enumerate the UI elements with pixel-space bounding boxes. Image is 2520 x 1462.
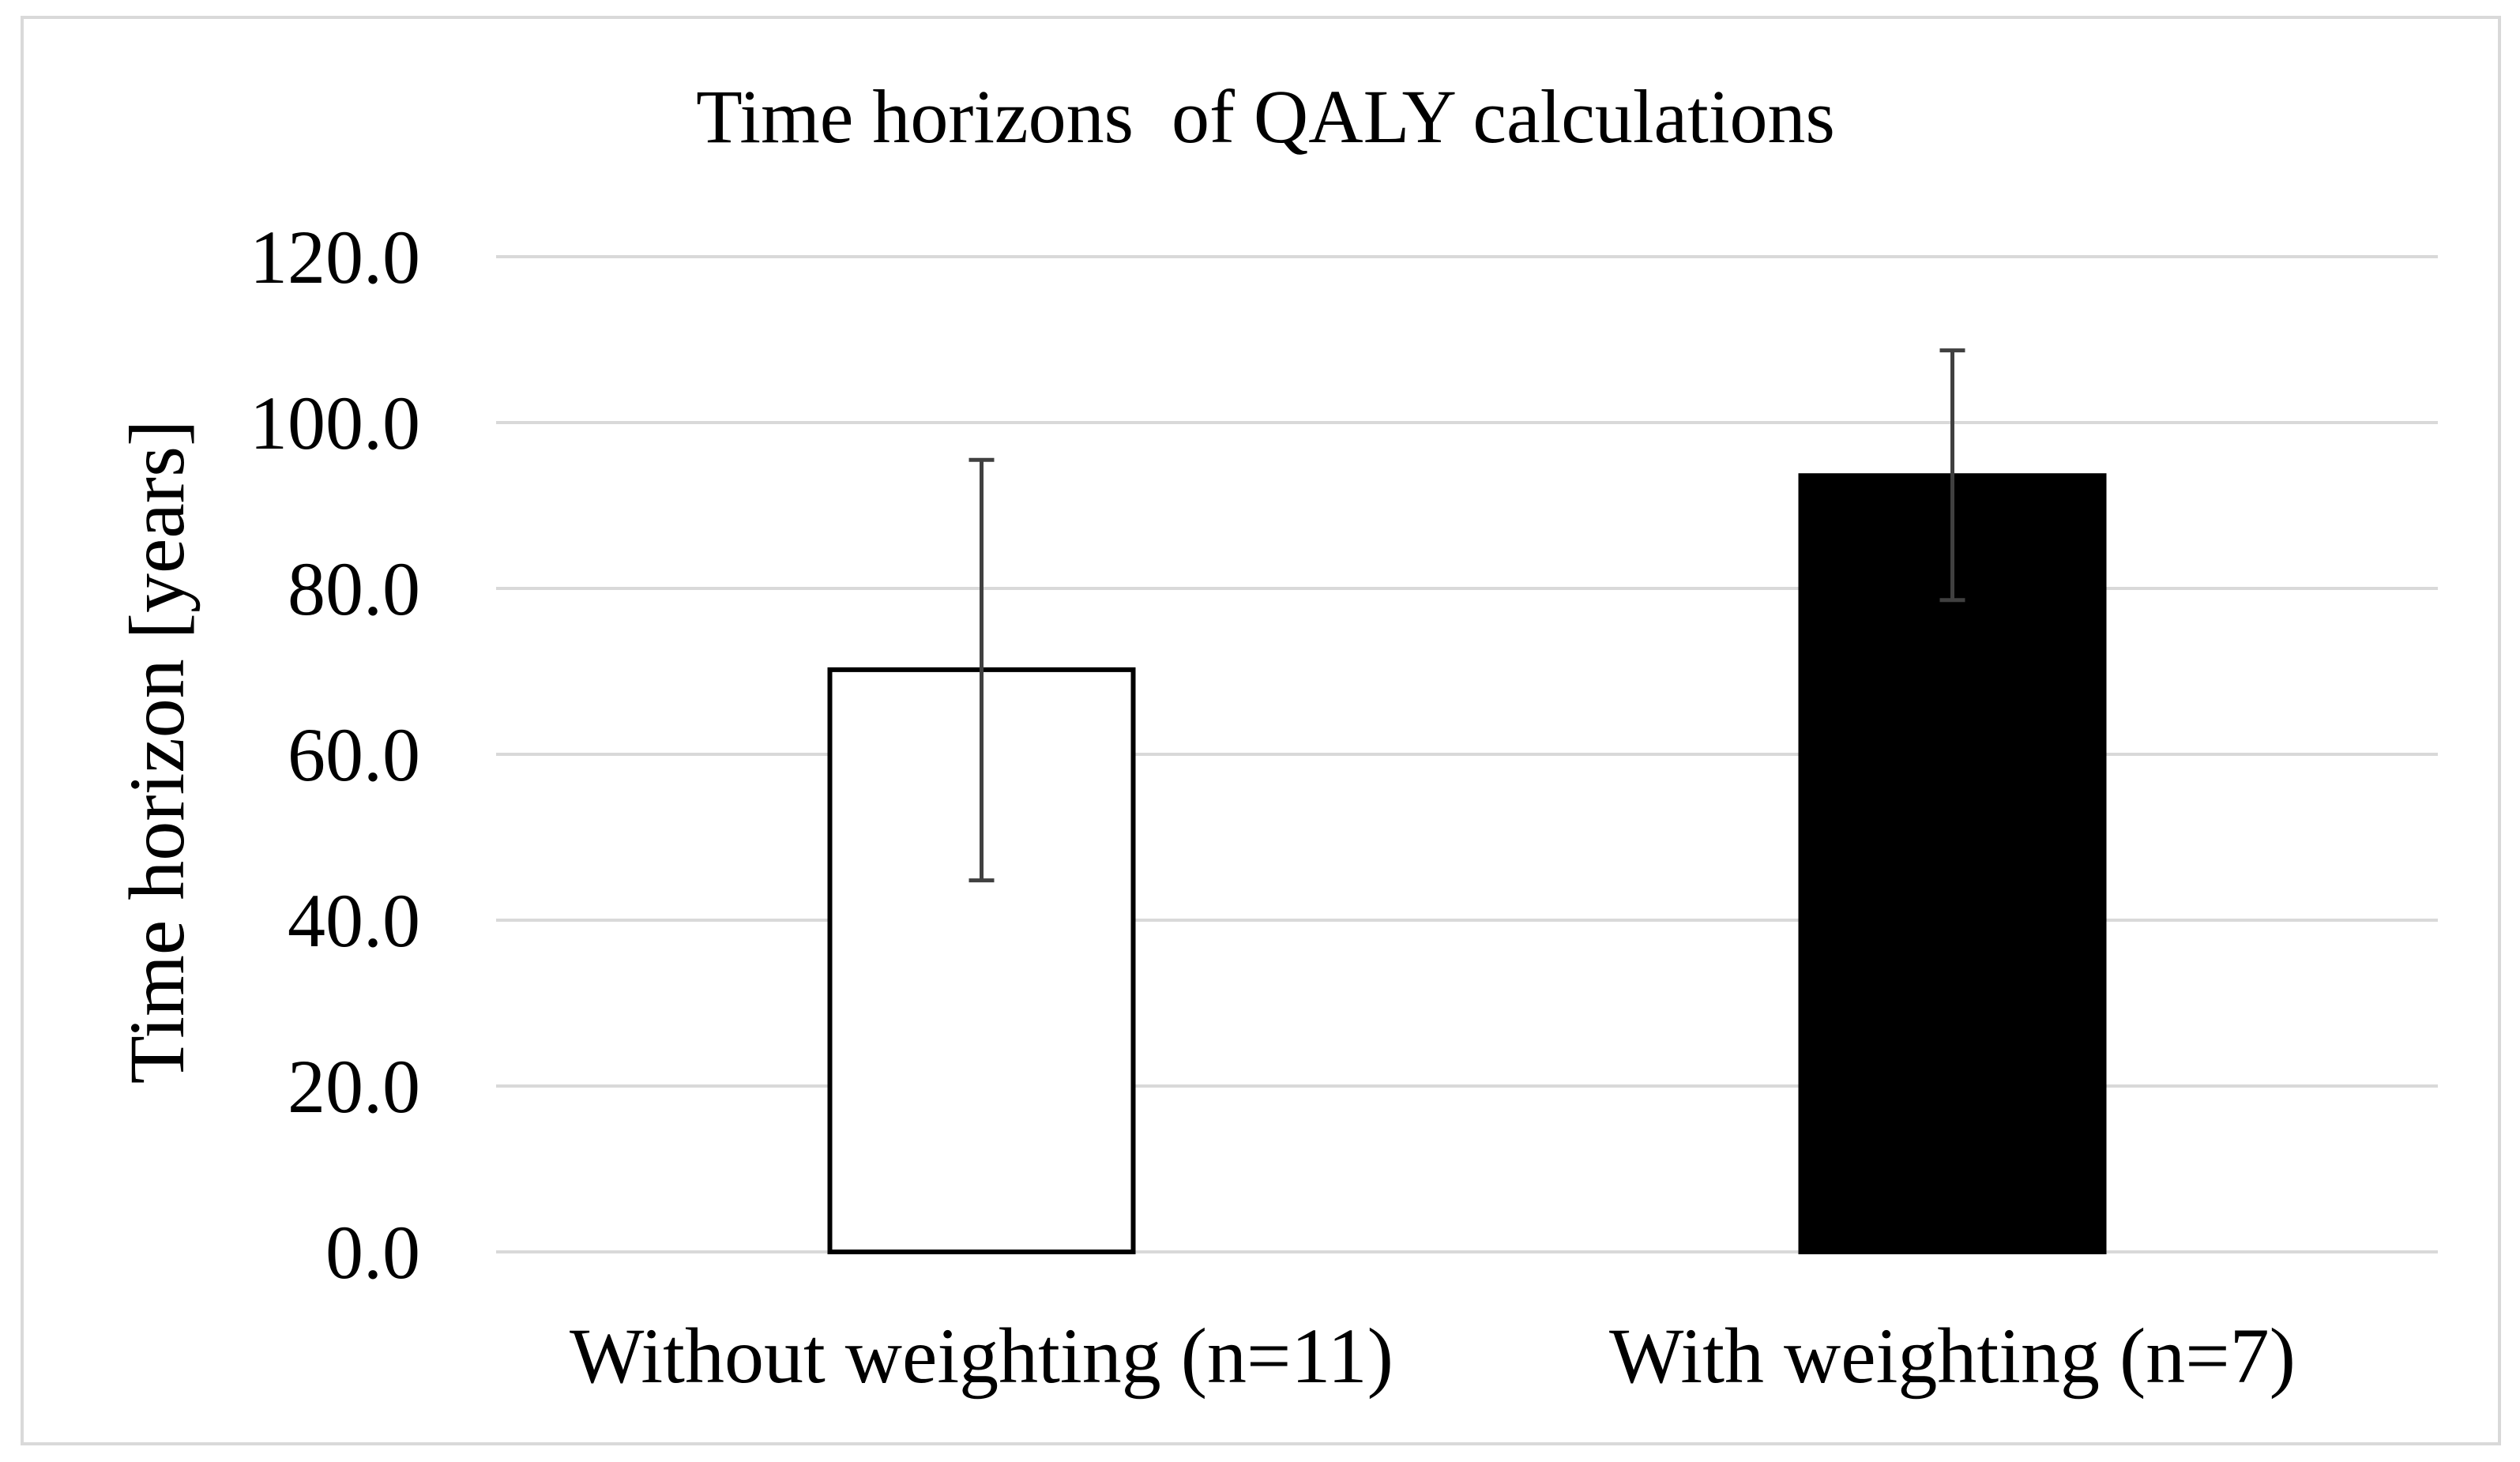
- y-tick-label: 120.0: [250, 215, 420, 299]
- y-axis-title: Time horizon [years]: [113, 420, 201, 1084]
- y-tick-label: 40.0: [288, 878, 420, 963]
- x-category-label: Without weighting (n=11): [570, 1312, 1394, 1400]
- y-tick-label: 80.0: [288, 547, 420, 631]
- y-tick-labels: 0.0 20.0 40.0 60.0 80.0 100.0 120.0: [250, 215, 420, 1295]
- y-tick-label: 100.0: [250, 381, 420, 465]
- gridlines: [496, 255, 2438, 1253]
- y-tick-label: 60.0: [288, 712, 420, 797]
- chart-title: Time horizons of QALY calculations: [696, 74, 1835, 159]
- error-bars: [969, 348, 1965, 883]
- error-bar: [969, 457, 995, 883]
- y-tick-label: 0.0: [325, 1210, 420, 1295]
- error-bar: [1939, 348, 1965, 603]
- y-tick-label: 20.0: [288, 1044, 420, 1129]
- bar: [1798, 473, 2107, 1254]
- x-category-label: With weighting (n=7): [1609, 1312, 2296, 1400]
- category-labels: Without weighting (n=11) With weighting (…: [570, 1312, 2296, 1400]
